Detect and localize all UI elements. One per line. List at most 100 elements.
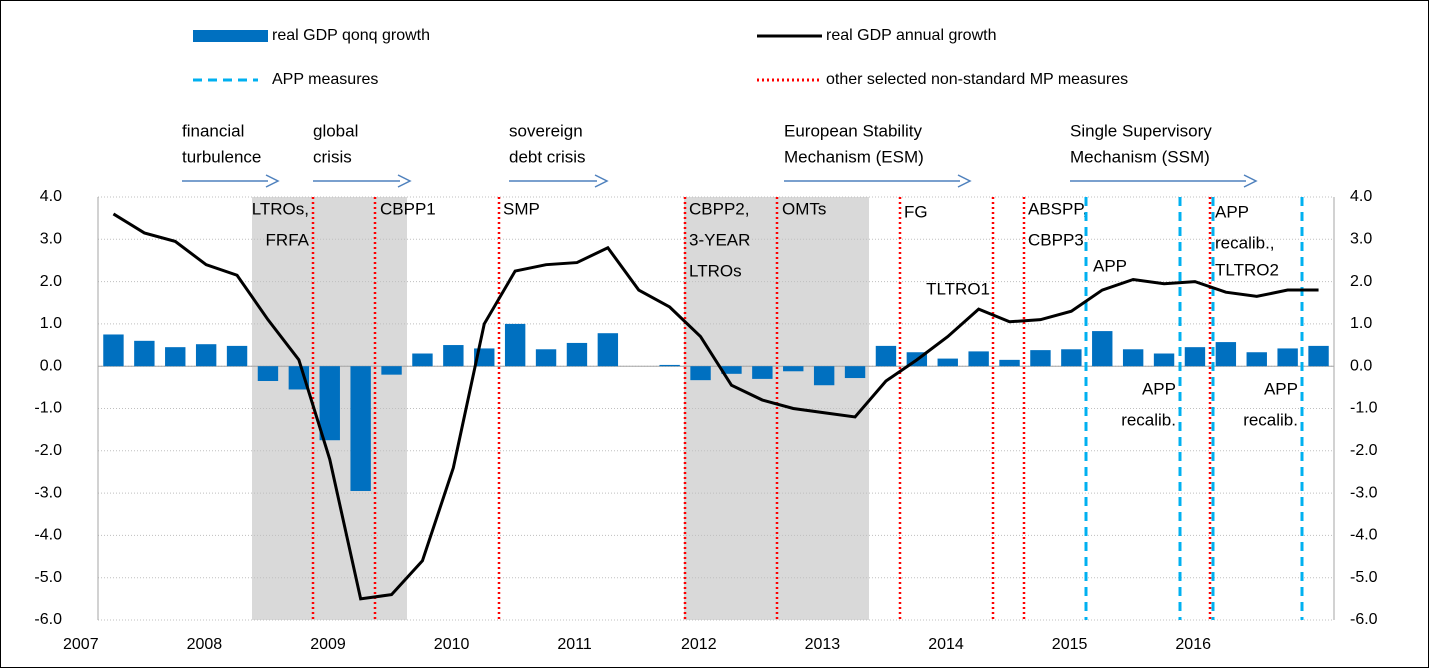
period-label: Mechanism (ESM) xyxy=(784,147,924,166)
y2-tick-label: -1.0 xyxy=(1350,400,1378,417)
period-arrow-head xyxy=(265,174,280,188)
bar xyxy=(937,358,958,367)
measure-label: recalib., xyxy=(1215,233,1275,252)
bar xyxy=(1061,349,1082,367)
y2-tick-label: 2.0 xyxy=(1350,273,1372,290)
y-tick-label: 0.0 xyxy=(40,357,62,374)
y-tick-label: -2.0 xyxy=(34,442,62,459)
period-arrow-head xyxy=(1243,174,1258,188)
period-label: debt crisis xyxy=(509,147,586,166)
bar xyxy=(566,342,588,367)
y2-tick-label: 3.0 xyxy=(1350,231,1372,248)
line xyxy=(112,212,1319,601)
y-tick-label: -5.0 xyxy=(34,569,62,586)
period-arrow-head xyxy=(397,174,412,188)
bar xyxy=(968,351,989,367)
measure-label: SMP xyxy=(503,199,540,218)
legend-label: real GDP qonq growth xyxy=(272,27,430,44)
period-label: Mechanism (SSM) xyxy=(1070,147,1210,166)
period-label: turbulence xyxy=(182,147,261,166)
measure-label: APP xyxy=(1093,256,1127,275)
period-label: Single Supervisory xyxy=(1070,121,1212,140)
bar xyxy=(103,334,124,367)
y-tick-label: 2.0 xyxy=(40,273,62,290)
period-arrow-head xyxy=(957,174,972,188)
measure-label: APP xyxy=(1215,202,1249,221)
measure-label: LTROs xyxy=(689,261,742,280)
bar xyxy=(412,353,433,367)
y2-tick-label: -6.0 xyxy=(1350,611,1378,628)
bar xyxy=(443,345,464,367)
measure-label: FRFA xyxy=(266,230,310,249)
x-tick-label: 2014 xyxy=(928,636,964,653)
measure-label: CBPP3 xyxy=(1028,230,1084,249)
measure-label: ABSPP, xyxy=(1028,199,1087,218)
bar xyxy=(690,366,711,381)
x-tick-label: 2015 xyxy=(1052,636,1088,653)
measure-label: recalib. xyxy=(1121,410,1176,429)
measure-label: CBPP2, xyxy=(689,199,749,218)
y-tick-label: -4.0 xyxy=(34,527,62,544)
x-tick-label: 2016 xyxy=(1175,636,1211,653)
period-label: European Stability xyxy=(784,121,922,140)
bar xyxy=(195,344,217,367)
bar xyxy=(1215,342,1237,367)
x-tick-label: 2013 xyxy=(805,636,841,653)
bar xyxy=(999,359,1020,367)
legend-swatch xyxy=(193,30,268,42)
bar xyxy=(226,345,248,367)
period-label: financial xyxy=(182,121,244,140)
period-arrow-head xyxy=(594,174,609,188)
x-tick-label: 2007 xyxy=(63,636,99,653)
x-tick-label: 2009 xyxy=(310,636,346,653)
y-tick-label: 4.0 xyxy=(40,188,62,205)
y-tick-label: -6.0 xyxy=(34,611,62,628)
bar xyxy=(257,366,279,382)
x-tick-label: 2010 xyxy=(434,636,470,653)
y-tick-label: -3.0 xyxy=(34,484,62,501)
x-tick-label: 2011 xyxy=(557,636,592,653)
bar xyxy=(1122,349,1144,367)
y-tick-label: -1.0 xyxy=(34,400,62,417)
measure-label: APP xyxy=(1264,379,1298,398)
measure-label: FG xyxy=(904,202,928,221)
bar xyxy=(504,323,526,367)
bar xyxy=(165,347,186,367)
measure-label: TLTRO2 xyxy=(1215,260,1279,279)
y2-tick-label: 0.0 xyxy=(1350,357,1372,374)
bar xyxy=(1246,352,1267,367)
bar xyxy=(752,366,773,379)
bar xyxy=(1277,348,1298,367)
bar xyxy=(1308,345,1329,367)
legend-label: real GDP annual growth xyxy=(826,27,996,44)
legend-label: APP measures xyxy=(272,71,378,88)
period-label: crisis xyxy=(313,147,352,166)
y2-tick-label: -3.0 xyxy=(1350,484,1378,501)
bar xyxy=(1153,353,1175,367)
y2-tick-label: -2.0 xyxy=(1350,442,1378,459)
bar xyxy=(1092,331,1113,367)
legend-label: other selected non-standard MP measures xyxy=(826,71,1128,88)
bar xyxy=(134,340,155,367)
y2-tick-label: -4.0 xyxy=(1350,527,1378,544)
bar xyxy=(1184,347,1206,367)
y2-tick-label: 4.0 xyxy=(1350,188,1372,205)
x-tick-label: 2008 xyxy=(187,636,223,653)
measure-label: CBPP1 xyxy=(380,199,436,218)
bar xyxy=(381,366,402,375)
period-label: global xyxy=(313,121,358,140)
bar xyxy=(319,366,340,441)
bar xyxy=(1030,350,1051,367)
bar xyxy=(813,366,835,386)
y2-tick-label: -5.0 xyxy=(1350,569,1378,586)
measure-label: APP xyxy=(1142,379,1176,398)
bar xyxy=(597,333,619,367)
bar xyxy=(844,366,866,379)
x-tick-label: 2012 xyxy=(681,636,717,653)
measure-label: LTROs, xyxy=(252,199,309,218)
measure-label: OMTs xyxy=(782,199,826,218)
bar xyxy=(350,366,371,491)
